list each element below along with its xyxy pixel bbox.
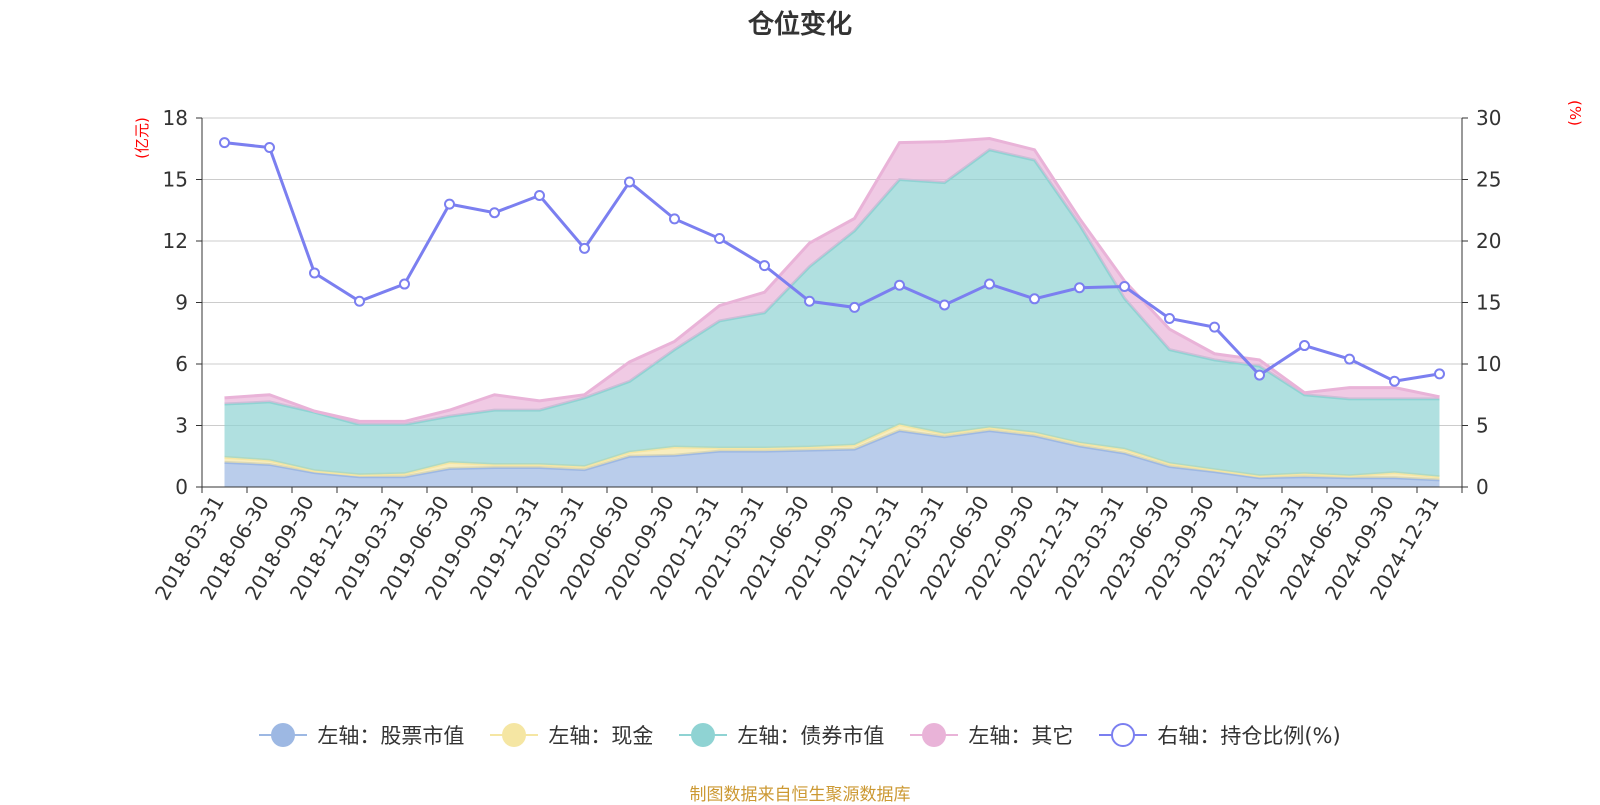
ratio-point: [534, 189, 545, 201]
right-tick-label: 20: [1476, 229, 1501, 253]
left-tick-label: 18: [163, 106, 188, 130]
right-axis-unit: (%): [1566, 100, 1584, 126]
legend-item-stock[interactable]: 左轴：股票市值: [259, 720, 464, 750]
legend: 左轴：股票市值 左轴：现金 左轴：债券市值 左轴：其它 右轴：持仓比例(%): [0, 720, 1600, 750]
area-series-1: [224, 424, 1440, 480]
ratio-point: [264, 142, 275, 154]
ratio-point: [579, 242, 590, 254]
ratio-point: [714, 233, 725, 245]
ratio-point: [669, 213, 680, 225]
ratio-point: [354, 295, 365, 307]
ratio-point: [444, 198, 455, 210]
legend-item-other[interactable]: 左轴：其它: [910, 720, 1073, 750]
area-series-3: [224, 138, 1440, 425]
legend-label-cash: 左轴：现金: [548, 724, 654, 748]
right-tick-label: 15: [1476, 291, 1501, 315]
right-tick-label: 25: [1476, 168, 1501, 192]
ratio-point: [309, 267, 320, 279]
left-tick-label: 6: [175, 352, 188, 376]
ratio-point: [1434, 368, 1445, 380]
source-note: 制图数据来自恒生聚源数据库: [689, 785, 911, 805]
legend-label-stock: 左轴：股票市值: [317, 724, 465, 748]
left-tick-label: 3: [175, 414, 188, 438]
legend-stock-icon: [259, 722, 308, 748]
left-tick-label: 0: [175, 475, 188, 499]
ratio-point: [939, 299, 950, 311]
ratio-point: [759, 260, 770, 272]
legend-item-cash[interactable]: 左轴：现金: [490, 720, 653, 750]
legend-other-icon: [910, 722, 959, 748]
ratio-point: [1209, 321, 1220, 333]
legend-bond-icon: [679, 722, 728, 748]
ratio-point: [1074, 282, 1085, 294]
ratio-point: [1299, 340, 1310, 352]
ratio-point: [804, 295, 815, 307]
ratio-point: [1254, 369, 1265, 381]
ratio-point: [399, 278, 410, 290]
legend-cash-icon: [490, 722, 539, 748]
ratio-point: [894, 279, 905, 291]
ratio-point: [849, 301, 860, 313]
left-tick-label: 15: [163, 168, 188, 192]
legend-ratio-icon: [1099, 722, 1148, 748]
right-tick-label: 10: [1476, 352, 1501, 376]
ratio-point: [1164, 312, 1175, 324]
area-series-0: [224, 430, 1440, 487]
ratio-point: [489, 207, 500, 219]
ratio-point: [1389, 375, 1400, 387]
legend-label-ratio: 右轴：持仓比例(%): [1157, 724, 1341, 748]
legend-item-bond[interactable]: 左轴：债券市值: [679, 720, 884, 750]
right-tick-label: 0: [1476, 475, 1489, 499]
legend-item-ratio[interactable]: 右轴：持仓比例(%): [1099, 720, 1341, 750]
ratio-point: [984, 278, 995, 290]
right-tick-label: 30: [1476, 106, 1501, 130]
ratio-line: [224, 141, 1440, 383]
ratio-point: [1029, 293, 1040, 305]
right-tick-label: 5: [1476, 414, 1489, 438]
left-tick-label: 12: [163, 229, 188, 253]
area-series-edge-3: [224, 136, 1440, 423]
ratio-point: [219, 137, 230, 149]
ratio-point: [1344, 353, 1355, 365]
left-tick-label: 9: [175, 291, 188, 315]
ratio-point: [624, 176, 635, 188]
legend-label-bond: 左轴：债券市值: [737, 724, 885, 748]
legend-label-other: 左轴：其它: [968, 724, 1074, 748]
ratio-point: [1119, 281, 1130, 293]
chart-title: 仓位变化: [747, 10, 852, 40]
area-series-2: [224, 149, 1440, 477]
left-axis-unit: (亿元): [133, 117, 151, 159]
